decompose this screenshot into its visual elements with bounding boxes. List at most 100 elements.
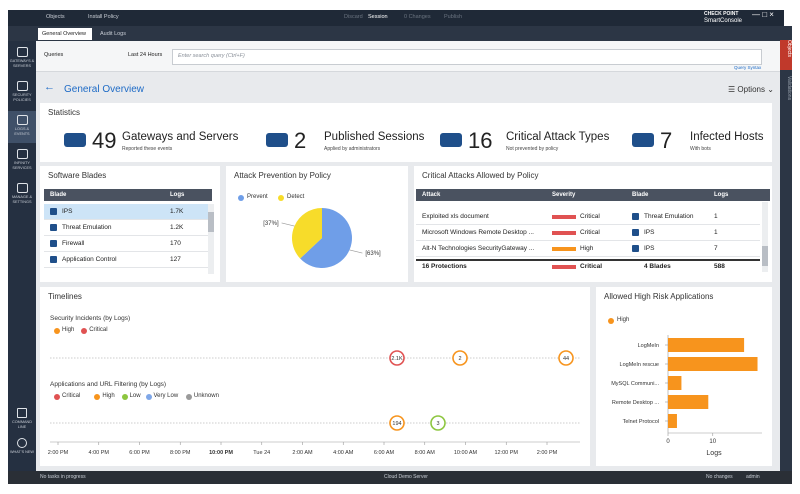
chart: [63%] [37%] — [263, 208, 381, 268]
blade-name: Threat Emulation — [62, 224, 112, 231]
table-row[interactable] — [416, 209, 760, 225]
blade-icon — [50, 208, 57, 215]
sidebar-label[interactable]: SECURITY POLICIES — [12, 93, 32, 102]
stat-number: 49 — [92, 128, 117, 153]
table-header — [416, 189, 770, 201]
blade-icon — [632, 229, 639, 236]
cell: 7 — [714, 245, 718, 252]
severity-bar — [552, 247, 576, 251]
stat-sub: With bots — [690, 146, 711, 152]
sidebar-label[interactable]: MANAGE & SETTINGS — [11, 195, 33, 204]
back-arrow[interactable]: ← — [44, 81, 55, 93]
discard[interactable]: Discard — [344, 14, 363, 20]
column-header[interactable]: Blade — [50, 192, 67, 198]
install-policy[interactable]: Install Policy — [88, 14, 119, 20]
blade-name: Firewall — [62, 240, 85, 247]
column-header[interactable]: Blade — [632, 192, 649, 198]
event-label: 2.1K — [391, 356, 403, 362]
sidebar-icon[interactable] — [17, 183, 28, 193]
sidebar-label[interactable]: LOGS & EVENTS — [14, 127, 30, 136]
right-strip-label[interactable]: Objects — [780, 40, 792, 70]
sidebar-icon[interactable] — [17, 149, 28, 159]
panel-title: Timelines — [48, 292, 82, 301]
table-row[interactable] — [416, 225, 760, 241]
time-tick-label: 6:00 AM — [374, 450, 395, 456]
session[interactable]: Session — [368, 14, 388, 20]
sidebar-icon[interactable] — [17, 81, 28, 91]
cell: Threat Emulation — [644, 213, 694, 220]
options-menu[interactable]: ☰ Options ⌄ — [728, 85, 774, 94]
cell: IPS — [644, 245, 655, 252]
tab[interactable]: Audit Logs — [100, 31, 126, 37]
time-tick-label: 6:00 PM — [129, 450, 150, 456]
legend-dot — [185, 394, 192, 400]
table-row[interactable] — [44, 220, 208, 236]
column-header[interactable]: Logs — [714, 192, 729, 198]
column-header[interactable]: Logs — [170, 192, 185, 198]
severity-bar — [552, 231, 576, 235]
sidebar-label[interactable]: WHAT'S NEW — [9, 450, 35, 454]
event-bubble — [389, 350, 405, 366]
status-bar — [8, 471, 792, 484]
objects-menu[interactable]: Objects — [46, 14, 65, 20]
timeline-title: Security Incidents (by Logs) — [50, 315, 131, 322]
blade-logs: 170 — [170, 240, 181, 247]
bar — [668, 338, 745, 352]
stat-label: Infected Hosts — [690, 131, 764, 143]
legend-dot — [121, 394, 128, 400]
event-label: 194 — [392, 421, 401, 427]
leader-line — [281, 222, 295, 227]
legend-label: High — [617, 317, 630, 323]
legend-dot — [608, 318, 614, 324]
search-box[interactable] — [172, 49, 762, 65]
cell: 4 Blades — [644, 263, 671, 270]
attack-prevention-panel: Attack Prevention by Policy Prevent Detect… — [226, 166, 408, 282]
cell: IPS — [644, 229, 655, 236]
high-risk-panel: Allowed High Risk Applications High 0 10 Log… — [596, 287, 772, 466]
status-left: No tasks in progress — [40, 474, 86, 480]
event-label: 3 — [436, 421, 439, 427]
publish[interactable]: Publish — [444, 14, 463, 20]
table-row[interactable] — [416, 241, 760, 257]
legend-dot — [94, 394, 101, 400]
blade-name: IPS — [62, 208, 73, 215]
table-row[interactable] — [44, 236, 208, 252]
sidebar-icon[interactable] — [17, 47, 28, 57]
event-bubble — [389, 415, 405, 431]
severity-bar — [552, 265, 576, 269]
column-header[interactable]: Attack — [422, 192, 441, 198]
status-changes: No changes — [706, 474, 733, 480]
sidebar-label[interactable]: INFINITY SERVICES — [12, 161, 32, 170]
tab[interactable]: General Overview — [38, 28, 92, 40]
window-controls[interactable]: — □ × — [752, 10, 774, 19]
changes[interactable]: 0 Changes — [404, 14, 431, 20]
time-range[interactable]: Last 24 Hours — [128, 52, 163, 58]
time-tick-label: 2:00 AM — [292, 450, 313, 456]
time-tick-label: 10:00 PM — [209, 450, 233, 456]
sidebar-icon[interactable] — [17, 408, 27, 418]
panel-title: Software Blades — [48, 171, 107, 180]
column-header[interactable]: Severity — [552, 192, 576, 198]
legend-dot — [278, 195, 284, 201]
sidebar-icon[interactable] — [17, 438, 27, 448]
right-strip-label[interactable]: Validations — [786, 76, 792, 101]
queries-button[interactable]: Queries — [44, 52, 64, 58]
table-row[interactable] — [44, 252, 208, 268]
blade-logs: 1.7K — [170, 208, 184, 215]
software-blades-panel: Software Blades Blade Logs IPS 1.7K Threat Em… — [40, 166, 220, 282]
y-tick-label: LogMeIn — [638, 343, 659, 349]
time-tick-label: Tue 24 — [253, 450, 270, 456]
top-bar — [8, 10, 784, 26]
stat-icon — [632, 133, 654, 147]
sidebar-label[interactable]: COMMAND LINE — [11, 420, 33, 429]
stat-sub: Reported these events — [122, 146, 173, 152]
blade-logs: 1.2K — [170, 224, 184, 231]
options-label[interactable]: Options — [737, 85, 765, 94]
query-syntax[interactable]: Query Syntax — [734, 65, 762, 70]
time-tick-label: 4:00 PM — [89, 450, 110, 456]
search-placeholder[interactable]: Enter search query (Ctrl+F) — [178, 53, 245, 59]
blade-icon — [632, 213, 639, 220]
sidebar-label[interactable]: GATEWAYS & SERVERS — [9, 59, 35, 68]
sidebar-icon[interactable] — [17, 115, 28, 125]
table-row[interactable] — [44, 204, 208, 220]
